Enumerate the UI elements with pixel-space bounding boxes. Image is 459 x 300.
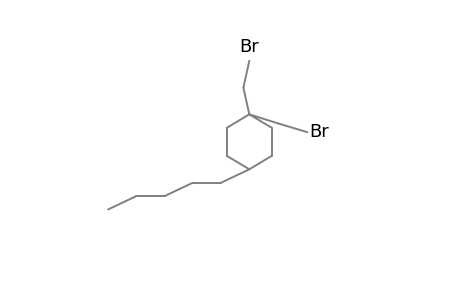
Text: Br: Br [308, 123, 328, 141]
Text: Br: Br [239, 38, 258, 56]
